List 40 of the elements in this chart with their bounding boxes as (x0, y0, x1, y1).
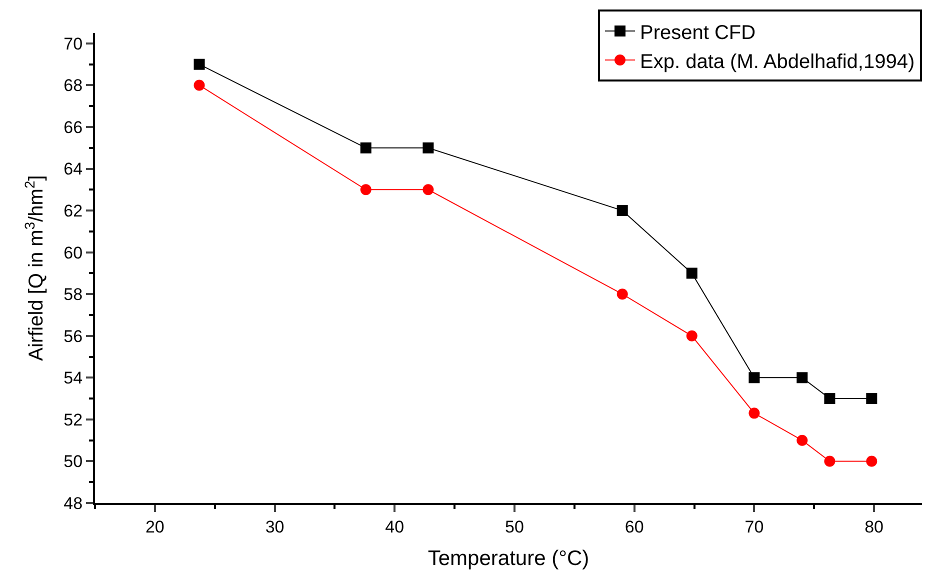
y-tick-label: 48 (64, 494, 83, 513)
x-tick-label: 40 (385, 517, 404, 536)
point (866, 456, 878, 467)
y-tick-label: 58 (64, 285, 83, 304)
point (194, 80, 205, 91)
legend-label: Present CFD (640, 22, 756, 44)
point (360, 142, 372, 154)
point (422, 184, 434, 196)
y-tick-label: 60 (64, 243, 83, 262)
point (796, 372, 808, 384)
point (616, 205, 628, 216)
point (194, 58, 205, 70)
y-tick-label: 70 (64, 34, 83, 54)
point (422, 142, 434, 154)
y-tick-label: 68 (64, 76, 83, 96)
point (796, 434, 808, 446)
point (824, 456, 836, 467)
y-tick-label: 52 (64, 410, 83, 430)
x-tick-label: 80 (864, 517, 884, 536)
y-tick-label: 64 (64, 160, 83, 179)
point (866, 393, 878, 404)
point (616, 288, 628, 300)
legend-label: Exp. data (M. Abdelhafid,1994) (640, 50, 915, 73)
x-tick-label: 70 (744, 517, 764, 536)
x-tick-label: 20 (145, 517, 164, 536)
point (824, 393, 836, 404)
y-tick-label: 66 (64, 118, 83, 137)
point (748, 408, 760, 419)
x-axis-title: Temperature (°C) (428, 547, 590, 570)
x-tick-label: 30 (265, 517, 284, 536)
y-tick-label: 50 (64, 452, 83, 472)
point (360, 184, 372, 196)
x-tick-label: 50 (505, 517, 524, 536)
point (686, 330, 698, 342)
y-tick-label: 62 (64, 202, 83, 221)
y-tick-label: 56 (64, 326, 83, 346)
y-tick-label: 54 (64, 368, 83, 388)
x-tick-label: 60 (624, 517, 644, 536)
point (748, 372, 760, 384)
point (686, 268, 698, 279)
